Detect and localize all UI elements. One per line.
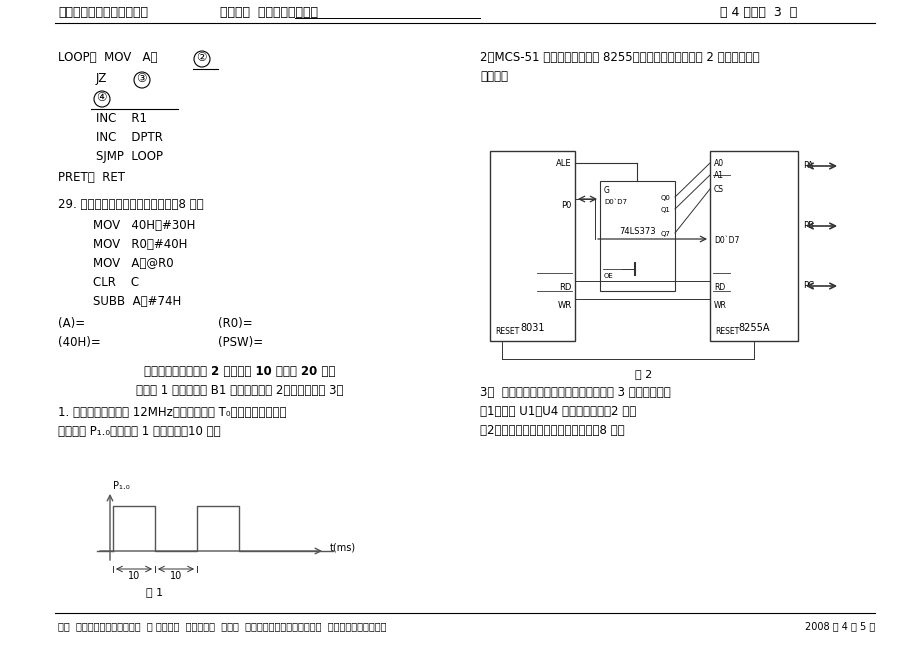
Text: 址分布。: 址分布。 <box>480 70 507 83</box>
Text: （其中 1 必做，本部 B1 考试类同学做 2，其余同学做 3）: （其中 1 必做，本部 B1 考试类同学做 2，其余同学做 3） <box>136 384 344 397</box>
Text: Q0: Q0 <box>661 195 670 201</box>
Text: RESET: RESET <box>494 327 518 336</box>
Text: (40H)=: (40H)= <box>58 336 101 349</box>
Text: WR: WR <box>713 301 726 310</box>
Text: 3．  某单片机系统的程序存储器配置如图 3 所示，要求：: 3． 某单片机系统的程序存储器配置如图 3 所示，要求： <box>480 386 670 399</box>
Text: （1）判断 U1～U4 的存储容量：（2 分）: （1）判断 U1～U4 的存储容量：（2 分） <box>480 405 636 418</box>
Text: 74LS373: 74LS373 <box>618 227 655 236</box>
Text: 江苏工业学院考试命题用纸: 江苏工业学院考试命题用纸 <box>58 6 148 19</box>
Text: Q1: Q1 <box>661 207 670 213</box>
Text: ④: ④ <box>96 91 107 104</box>
Text: CS: CS <box>713 185 723 194</box>
Bar <box>490 151 574 341</box>
Text: 图 2: 图 2 <box>635 369 652 379</box>
Text: RD: RD <box>559 283 572 292</box>
Text: A1: A1 <box>713 171 723 180</box>
Text: PRET：  RET: PRET： RET <box>58 171 125 184</box>
Text: （2）试说明各个芯片的地址范围。（8 分）: （2）试说明各个芯片的地址范围。（8 分） <box>480 424 624 437</box>
Text: 8031: 8031 <box>519 323 544 333</box>
Text: P₁.₀: P₁.₀ <box>113 481 130 491</box>
Text: A0: A0 <box>713 159 723 168</box>
Text: WR: WR <box>557 301 572 310</box>
Text: PB: PB <box>802 221 813 230</box>
Text: 8255A: 8255A <box>737 323 769 333</box>
Text: PA: PA <box>802 161 812 171</box>
Text: (PSW)=: (PSW)= <box>218 336 263 349</box>
Text: 五、综合分析题（共 2 题，每题 10 分，共 20 分）: 五、综合分析题（共 2 题，每题 10 分，共 20 分） <box>144 365 335 378</box>
Text: JZ: JZ <box>96 72 108 85</box>
Text: MOV   40H，#30H: MOV 40H，#30H <box>93 219 195 232</box>
Text: ALE: ALE <box>556 159 572 168</box>
Text: 2、MCS-51 单片机外扩展一片 8255，系统电路原理图如图 2 所示，写出地: 2、MCS-51 单片机外扩展一片 8255，系统电路原理图如图 2 所示，写出… <box>480 51 759 64</box>
Text: (R0)=: (R0)= <box>218 317 253 330</box>
Text: t(ms): t(ms) <box>330 542 356 552</box>
Text: 图 1: 图 1 <box>146 587 164 597</box>
Text: 29. 写出下列指令执行后的结果：（8 分）: 29. 写出下列指令执行后的结果：（8 分） <box>58 198 203 211</box>
Text: SJMP  LOOP: SJMP LOOP <box>96 150 163 163</box>
Text: 学院  信息科学与工程学院＿＿  系 通信工程  拟题人＿＿  试题库  审核：系部负责人＿＿＿＿＿  学院负责人＿＿＿＿＿: 学院 信息科学与工程学院＿＿ 系 通信工程 拟题人＿＿ 试题库 审核：系部负责人… <box>58 621 386 631</box>
Text: MOV   R0，#40H: MOV R0，#40H <box>93 238 187 251</box>
Text: Q7: Q7 <box>661 231 670 237</box>
Text: 共 4 页，第  3  页: 共 4 页，第 3 页 <box>720 6 797 19</box>
Text: INC    R1: INC R1 <box>96 112 147 125</box>
Text: PC: PC <box>802 281 813 290</box>
Text: 2008 年 4 月 5 日: 2008 年 4 月 5 日 <box>804 621 874 631</box>
Text: OE: OE <box>604 273 613 279</box>
Text: LOOP：  MOV   A，: LOOP： MOV A， <box>58 51 157 64</box>
Text: G: G <box>604 186 609 195</box>
Bar <box>709 151 797 341</box>
Text: RD: RD <box>713 283 724 292</box>
Text: MOV   A，@R0: MOV A，@R0 <box>93 257 174 270</box>
Text: D0`D7: D0`D7 <box>604 199 627 205</box>
Text: CLR    C: CLR C <box>93 276 139 289</box>
Text: D0`D7: D0`D7 <box>713 236 739 245</box>
Text: (A)=: (A)= <box>58 317 85 330</box>
Text: 程序，使 P₁.₀输出如图 1 所示波形（10 分）: 程序，使 P₁.₀输出如图 1 所示波形（10 分） <box>58 425 221 438</box>
Text: ②: ② <box>196 51 206 64</box>
Text: 考试科目  单片机原理及应用: 考试科目 单片机原理及应用 <box>220 6 318 19</box>
Bar <box>599 181 675 291</box>
Text: RESET: RESET <box>714 327 739 336</box>
Text: SUBB  A，#74H: SUBB A，#74H <box>93 295 181 308</box>
Text: 10: 10 <box>128 571 140 581</box>
Text: 1. 片机晶振的频率为 12MHz，试用定时器 T₀定时中断的方法编: 1. 片机晶振的频率为 12MHz，试用定时器 T₀定时中断的方法编 <box>58 406 286 419</box>
Text: 10: 10 <box>170 571 182 581</box>
Text: INC    DPTR: INC DPTR <box>96 131 163 144</box>
Text: P0: P0 <box>561 201 572 210</box>
Text: ③: ③ <box>136 72 146 85</box>
